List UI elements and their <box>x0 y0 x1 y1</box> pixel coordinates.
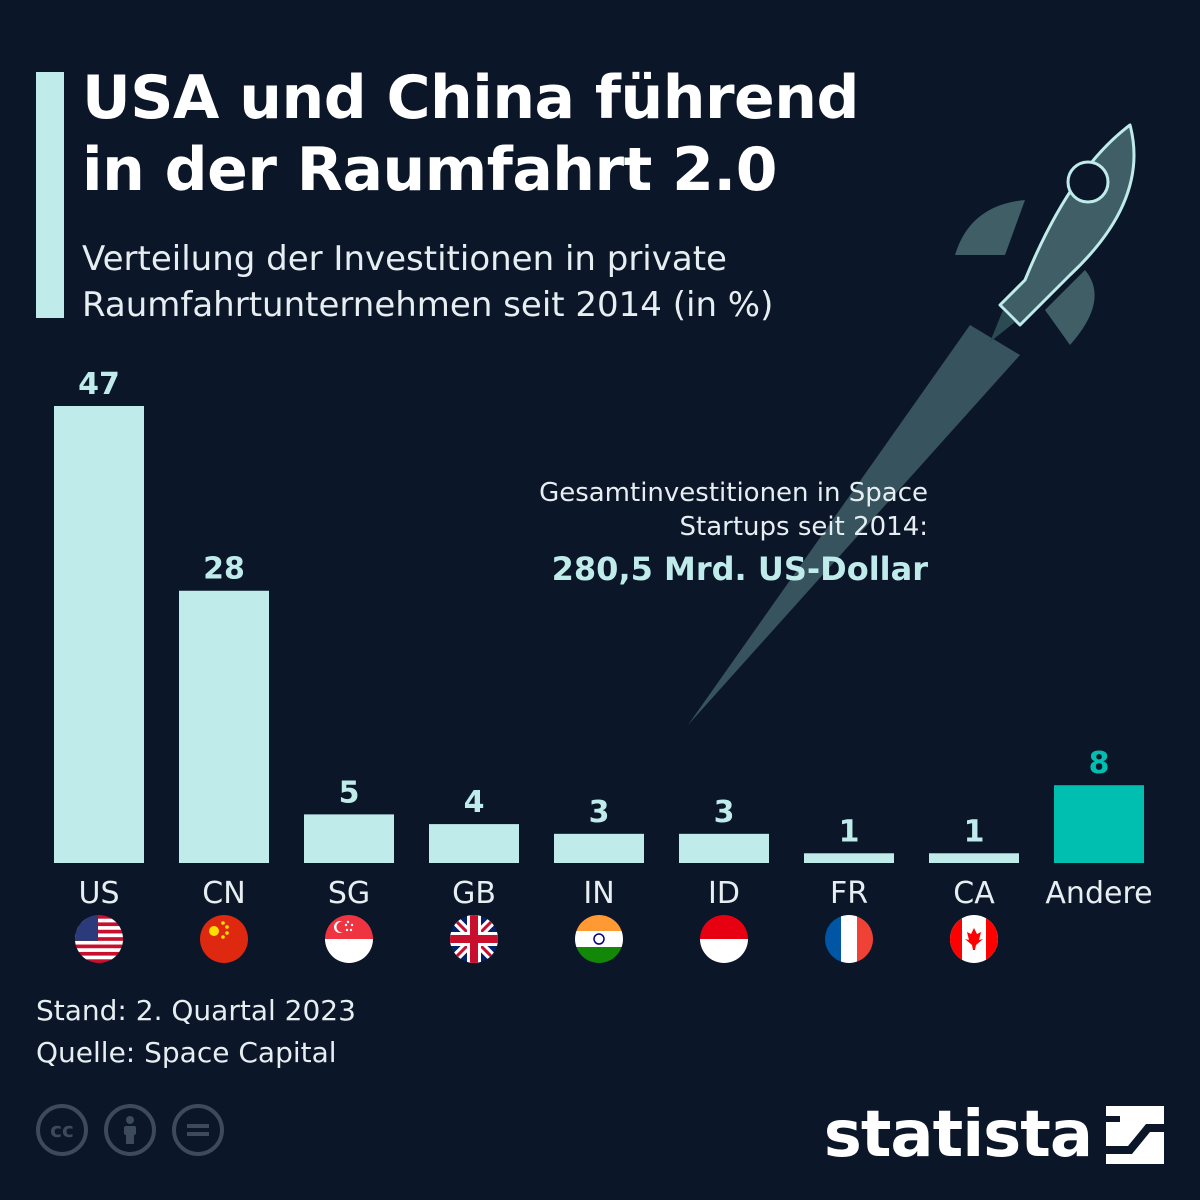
source-note: Quelle: Space Capital <box>36 1036 337 1069</box>
value-label-fr: 1 <box>839 814 860 849</box>
rocket-left-fin <box>955 200 1025 255</box>
bar-group-in: 3 IN <box>554 795 644 963</box>
rocket-window <box>1066 160 1110 204</box>
category-label-in: IN <box>583 876 614 911</box>
title-accent-bar <box>36 72 64 318</box>
total-investment-amount: 280,5 Mrd. US-Dollar <box>551 550 928 588</box>
flag-ca-icon <box>950 915 998 963</box>
flag-us-icon <box>75 915 123 963</box>
bar-cn <box>179 590 269 863</box>
category-label-ca: CA <box>953 876 995 911</box>
rocket-right-fin <box>1045 270 1095 345</box>
value-label-andere: 8 <box>1089 746 1110 781</box>
bar-group-fr: 1 FR <box>804 814 894 963</box>
bar-group-sg: 5 SG <box>304 775 394 963</box>
bar-group-andere: 8 Andere <box>1045 746 1152 911</box>
category-label-us: US <box>78 876 119 911</box>
total-investment-label-line-1: Gesamtinvestitionen in Space <box>539 478 928 508</box>
bar-ca <box>929 853 1019 863</box>
bar-group-us: 47 US <box>54 367 144 963</box>
attribution-icon[interactable] <box>104 1104 156 1156</box>
bar-gb <box>429 824 519 863</box>
flag-cn-icon <box>200 915 248 963</box>
footer-notes: Stand: 2. Quartal 2023 Quelle: Space Cap… <box>36 990 356 1074</box>
value-label-us: 47 <box>78 367 120 402</box>
license-icons: cc <box>36 1104 224 1156</box>
bar-us <box>54 406 144 863</box>
value-label-in: 3 <box>589 795 610 830</box>
value-label-id: 3 <box>714 795 735 830</box>
rocket-illustration <box>688 123 1136 725</box>
value-label-cn: 28 <box>203 552 245 587</box>
flag-id-icon <box>700 915 748 963</box>
creative-commons-icon[interactable]: cc <box>36 1104 88 1156</box>
bar-chart: 47 US 28 CN 5 SG 4 GB 3 IN 3 ID 1 FR 1 CA 8 Andere <box>54 367 1153 963</box>
value-label-sg: 5 <box>339 775 360 810</box>
bar-group-gb: 4 GB <box>429 785 519 963</box>
statista-logo-text: statista <box>823 1098 1093 1172</box>
rocket-nozzle <box>990 310 1015 342</box>
value-label-gb: 4 <box>464 785 485 820</box>
category-label-cn: CN <box>202 876 245 911</box>
bar-group-cn: 28 CN <box>179 552 269 963</box>
bar-group-id: 3 ID <box>679 795 769 963</box>
category-label-id: ID <box>708 876 740 911</box>
chart-title-line-2: in der Raumfahrt 2.0 <box>82 135 777 205</box>
chart-subtitle-line-1: Verteilung der Investitionen in private <box>82 239 727 279</box>
bar-group-ca: 1 CA <box>929 814 1019 963</box>
value-label-ca: 1 <box>964 814 985 849</box>
statista-logo[interactable]: statista <box>824 1098 1164 1172</box>
flag-sg-icon <box>325 915 373 963</box>
category-label-andere: Andere <box>1045 876 1152 911</box>
total-investment-label: Gesamtinvestitionen in Space Startups se… <box>539 476 928 544</box>
bar-id <box>679 833 769 863</box>
chart-subtitle-line-2: Raumfahrtunternehmen seit 2014 (in %) <box>82 285 774 325</box>
flag-gb-icon <box>450 915 498 963</box>
bar-fr <box>804 853 894 863</box>
bar-andere <box>1054 785 1144 863</box>
category-label-sg: SG <box>328 876 370 911</box>
bar-sg <box>304 814 394 863</box>
total-investment-label-line-2: Startups seit 2014: <box>679 512 928 542</box>
total-investment-box: Gesamtinvestitionen in Space Startups se… <box>539 476 928 588</box>
rocket-trail <box>688 325 1020 725</box>
category-label-gb: GB <box>452 876 496 911</box>
category-label-fr: FR <box>830 876 868 911</box>
chart-title-line-1: USA und China führend <box>82 63 859 133</box>
flag-fr-icon <box>825 915 873 963</box>
chart-subtitle: Verteilung der Investitionen in private … <box>82 236 842 328</box>
statista-logo-icon <box>1106 1106 1164 1164</box>
no-derivatives-icon[interactable] <box>172 1104 224 1156</box>
flag-in-icon <box>575 915 623 963</box>
bar-in <box>554 833 644 863</box>
stand-note: Stand: 2. Quartal 2023 <box>36 994 356 1027</box>
chart-title: USA und China führend in der Raumfahrt 2… <box>82 62 962 206</box>
